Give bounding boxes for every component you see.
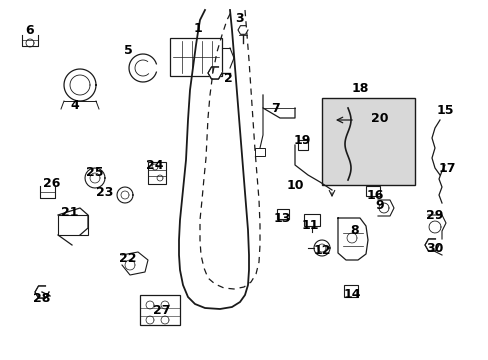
Text: 30: 30 (426, 242, 443, 255)
Text: 22: 22 (119, 252, 137, 265)
Text: 9: 9 (375, 198, 384, 212)
Bar (304, 214, 319, 226)
Bar (170, 38, 222, 76)
Text: 21: 21 (61, 206, 79, 219)
Text: 24: 24 (146, 158, 163, 171)
Text: 10: 10 (285, 179, 303, 192)
Text: 14: 14 (343, 288, 360, 302)
Text: 28: 28 (33, 292, 51, 305)
Bar (297, 140, 307, 150)
Bar (140, 295, 180, 325)
Bar (343, 285, 357, 297)
Text: 6: 6 (26, 23, 34, 36)
Polygon shape (337, 218, 367, 260)
Text: 1: 1 (193, 22, 202, 35)
Text: 20: 20 (370, 112, 388, 125)
Text: 2: 2 (223, 72, 232, 85)
Text: 26: 26 (43, 176, 61, 189)
Text: 27: 27 (153, 303, 170, 316)
Text: 13: 13 (273, 212, 290, 225)
Text: 3: 3 (235, 12, 244, 24)
Text: 12: 12 (313, 243, 330, 257)
Bar (321, 98, 414, 185)
Bar (365, 186, 379, 196)
Polygon shape (35, 286, 49, 298)
Bar (148, 162, 165, 184)
Text: 19: 19 (293, 134, 310, 147)
Text: 4: 4 (70, 99, 79, 112)
Bar (276, 209, 288, 219)
Text: 15: 15 (435, 104, 453, 117)
Polygon shape (424, 239, 438, 251)
Bar (58, 215, 88, 235)
Text: 8: 8 (350, 224, 359, 237)
Text: 16: 16 (366, 189, 383, 202)
Text: 18: 18 (350, 81, 368, 95)
Text: 23: 23 (96, 185, 113, 198)
Text: 11: 11 (301, 219, 318, 231)
Text: 5: 5 (123, 44, 132, 57)
Polygon shape (207, 67, 222, 79)
Text: 7: 7 (270, 102, 279, 114)
Bar (254, 148, 264, 156)
Text: 25: 25 (86, 166, 103, 179)
Text: 17: 17 (437, 162, 455, 175)
Text: 29: 29 (426, 208, 443, 221)
